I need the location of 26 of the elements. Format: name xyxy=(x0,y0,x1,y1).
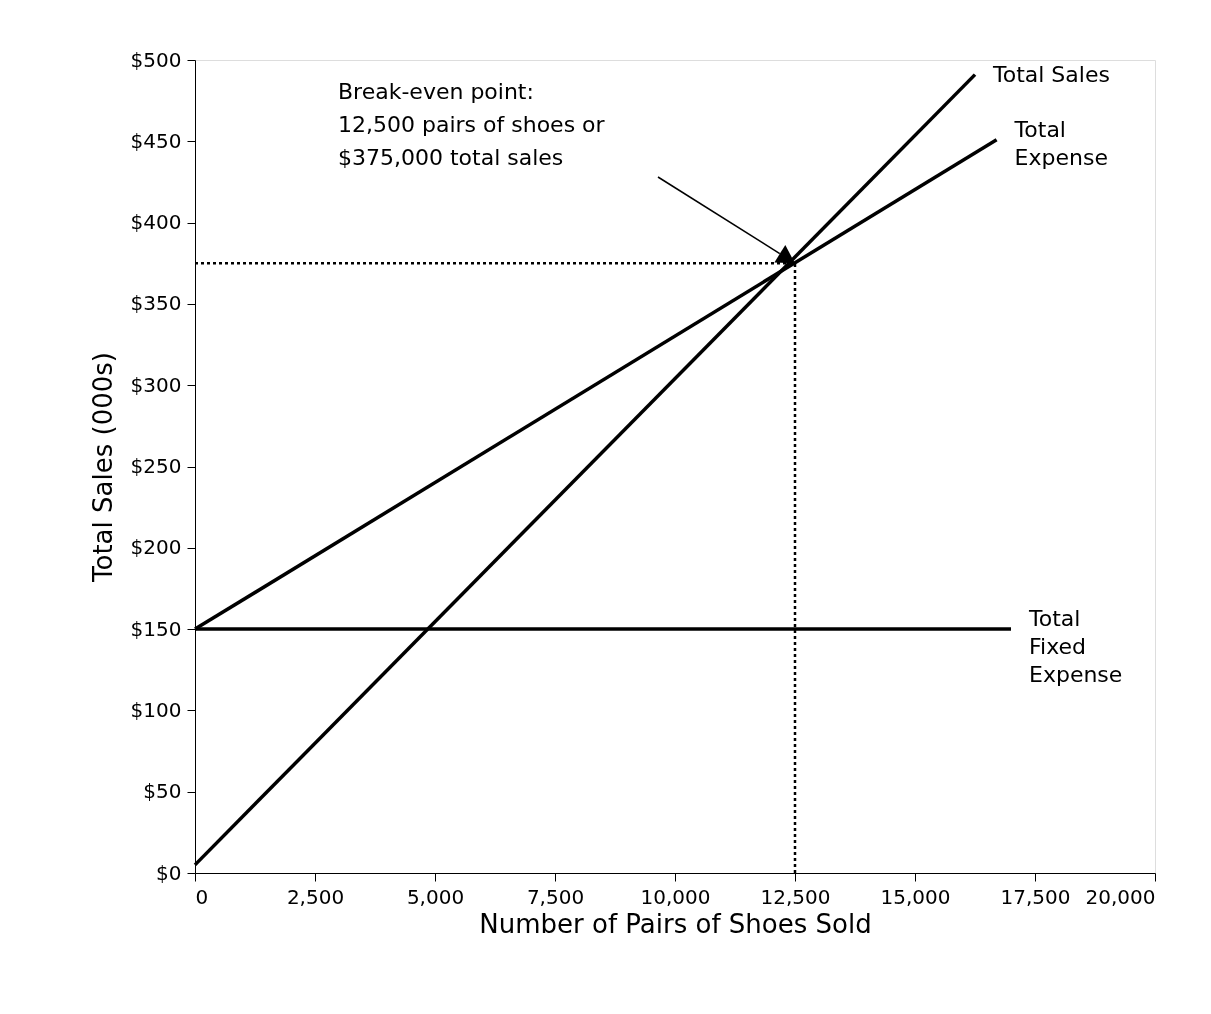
x-tick-label: 5,000 xyxy=(406,884,465,909)
y-tick-label: $100 xyxy=(130,697,182,722)
x-tick-label: 0 xyxy=(195,884,209,909)
series-label: Total Sales xyxy=(992,61,1110,87)
x-tick-label: 10,000 xyxy=(640,884,711,909)
y-tick-label: $200 xyxy=(130,535,182,560)
x-tick-label: 15,000 xyxy=(880,884,951,909)
series-label: Total Fixed Expense xyxy=(1028,606,1123,688)
x-tick-label: 17,500 xyxy=(1000,884,1071,909)
y-tick-label: $400 xyxy=(130,210,182,235)
x-tick-label: 7,500 xyxy=(526,884,585,909)
x-tick-label: 20,000 xyxy=(1085,884,1156,909)
y-tick-label: $450 xyxy=(130,128,182,153)
x-axis-title: Number of Pairs of Shoes Sold xyxy=(479,908,872,939)
y-tick-label: $50 xyxy=(143,779,182,804)
y-tick-label: $300 xyxy=(130,372,182,397)
y-tick-label: $0 xyxy=(156,860,182,885)
y-tick-label: $150 xyxy=(130,616,182,641)
annotation: Break-even point: 12,500 pairs of shoes or $375,000 total sales xyxy=(338,79,606,170)
y-tick-label: $250 xyxy=(130,454,182,478)
series-label: Total Expense xyxy=(1013,116,1108,170)
y-axis-title: Total Sales (000s) xyxy=(87,352,118,583)
x-tick-label: 12,500 xyxy=(760,884,831,909)
y-tick-label: $500 xyxy=(130,47,182,72)
y-tick-label: $350 xyxy=(130,291,182,316)
x-tick-label: 2,500 xyxy=(286,884,345,909)
